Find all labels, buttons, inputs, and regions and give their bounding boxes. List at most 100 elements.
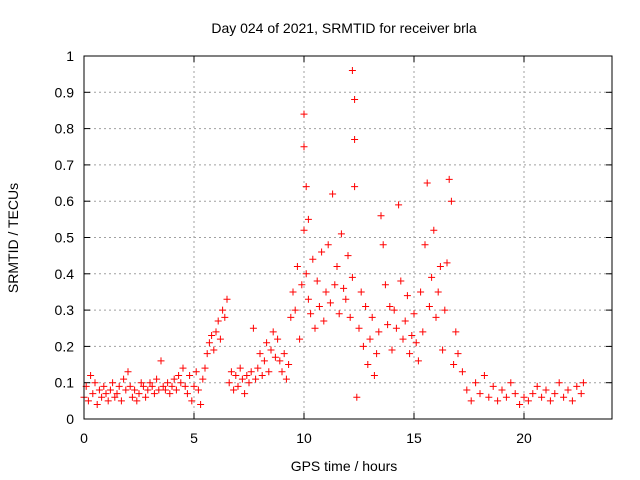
data-point [432,313,440,321]
data-point [403,292,411,300]
data-point [205,339,213,347]
data-point [399,335,407,343]
x-tick-label: 5 [190,430,198,446]
data-point [227,368,235,376]
data-point [414,357,422,365]
data-point [87,371,95,379]
data-point [412,339,420,347]
data-point [344,252,352,260]
data-point [188,397,196,405]
data-point [348,273,356,281]
data-point [153,375,161,383]
data-point [452,328,460,336]
data-point [324,241,332,249]
data-point [161,386,169,394]
data-point [179,364,187,372]
data-point [98,393,106,401]
data-point [555,379,563,387]
data-point [375,328,383,336]
data-point [124,368,132,376]
data-point [223,295,231,303]
data-point [139,382,147,390]
data-point [315,302,323,310]
data-point [146,379,154,387]
data-point [300,226,308,234]
data-point [472,379,480,387]
x-tick-label: 0 [80,430,88,446]
data-point [276,357,284,365]
data-point [463,386,471,394]
data-point [309,255,317,263]
data-point [210,346,218,354]
data-point [128,393,136,401]
data-point [190,382,198,390]
data-point [84,397,92,405]
data-point [115,382,123,390]
data-point [192,368,200,376]
data-point [197,400,205,408]
data-point [373,350,381,358]
data-point [417,288,425,296]
data-point [533,382,541,390]
data-point [89,390,97,398]
y-axis-label: SRMTID / TECUs [5,183,21,293]
data-point [560,393,568,401]
data-point [258,371,266,379]
data-point [529,390,537,398]
data-point [155,386,163,394]
data-point [342,295,350,303]
data-point [194,386,202,394]
data-point [95,386,103,394]
data-point [370,371,378,379]
data-point [542,386,550,394]
data-point [170,375,178,383]
data-point [439,346,447,354]
data-point [199,375,207,383]
data-point [386,302,394,310]
data-point [467,397,475,405]
data-point [428,273,436,281]
data-point [285,361,293,369]
y-tick-label: 0.2 [55,338,75,354]
data-point [300,110,308,118]
x-axis-label: GPS time / hours [291,458,398,474]
data-point [441,306,449,314]
data-point [331,281,339,289]
data-point [271,353,279,361]
data-point [355,324,363,332]
data-point [353,393,361,401]
data-point [109,379,117,387]
y-tick-label: 1 [66,48,74,64]
data-point [249,324,257,332]
y-tick-label: 0.7 [55,157,75,173]
data-point [93,400,101,408]
data-point [348,67,356,75]
data-point [214,317,222,325]
data-point [507,379,515,387]
data-point [397,277,405,285]
data-point [274,335,282,343]
data-point [256,350,264,358]
data-point [148,382,156,390]
data-point [577,390,585,398]
data-point [410,310,418,318]
data-point [168,382,176,390]
data-point [362,302,370,310]
data-point [234,382,242,390]
x-tick-label: 15 [406,430,422,446]
data-point [298,281,306,289]
data-point [241,390,249,398]
data-point [225,379,233,387]
data-point [287,313,295,321]
y-tick-label: 0.6 [55,193,75,209]
data-point [564,386,572,394]
y-tick-label: 0 [66,411,74,427]
data-point [131,386,139,394]
data-point [573,382,581,390]
x-tick-label: 20 [516,430,532,446]
y-tick-label: 0.3 [55,302,75,318]
data-point [247,368,255,376]
data-point [421,241,429,249]
data-point [434,288,442,296]
data-point [337,230,345,238]
